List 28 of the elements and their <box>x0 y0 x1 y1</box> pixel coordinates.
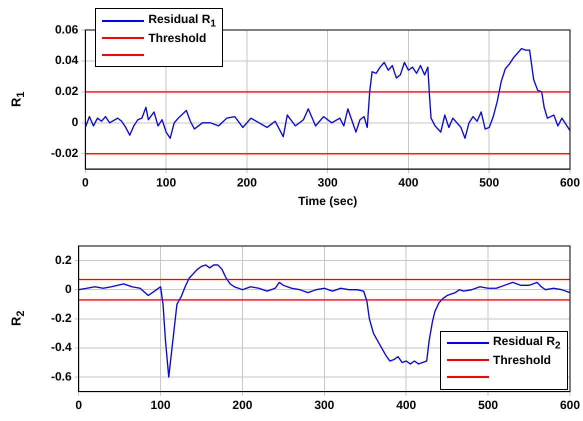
legend-label: Residual R$_{2}$ <box>492 334 561 352</box>
x-tick-label: 300 <box>314 398 335 412</box>
legend-label: Threshold <box>492 353 551 368</box>
x-tick-label: 200 <box>236 176 258 190</box>
y-tick-label: -0.4 <box>50 340 72 354</box>
x-tick-label: 500 <box>479 176 500 190</box>
x-tick-label: 400 <box>396 398 417 412</box>
y-tick-label: -0.2 <box>50 311 72 326</box>
x-tick-label: 300 <box>318 176 338 190</box>
y-tick-label: -0.02 <box>50 146 79 160</box>
y-tick-label: 0.2 <box>54 252 72 267</box>
legend-label: Residual R$_{1}$ <box>148 12 216 30</box>
y-tick-label: 0 <box>72 115 79 130</box>
y-tick-label: 0.06 <box>54 22 79 36</box>
y-tick-label: 0.04 <box>54 53 79 68</box>
x-axis-title: Time (sec) <box>298 194 358 208</box>
x-tick-label: 500 <box>478 398 498 412</box>
x-tick-label: 100 <box>156 176 176 190</box>
y-tick-label: 0.02 <box>54 84 79 98</box>
legend-label: Threshold <box>148 30 206 44</box>
x-tick-label: 600 <box>560 176 580 190</box>
x-tick-label: 200 <box>232 398 253 412</box>
x-tick-label: 600 <box>560 398 580 412</box>
x-tick-label: 0 <box>82 176 90 190</box>
y-tick-label: -0.6 <box>50 369 72 384</box>
y-tick-label: 0 <box>64 282 72 296</box>
x-tick-label: 100 <box>150 398 171 412</box>
x-tick-label: 400 <box>398 176 419 190</box>
